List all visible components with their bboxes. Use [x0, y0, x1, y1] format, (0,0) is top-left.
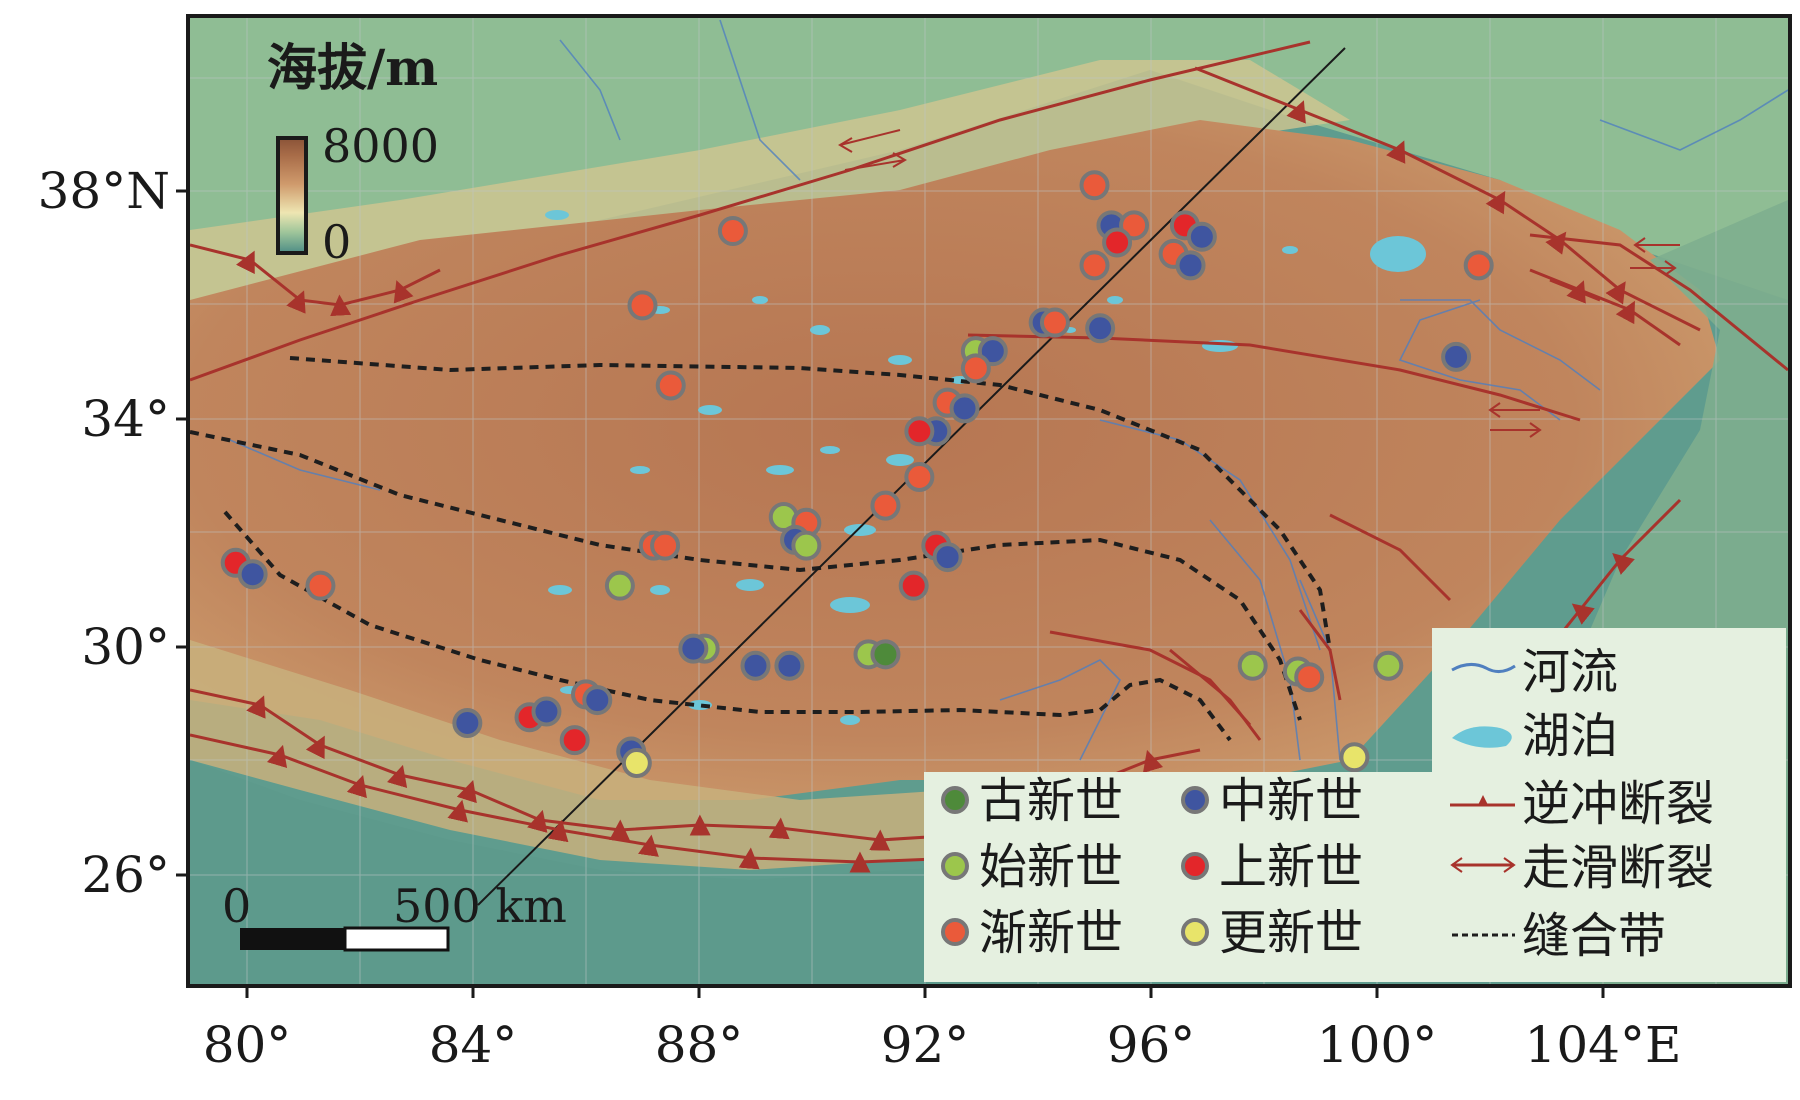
legend-oligocene-label: 渐新世 [979, 905, 1123, 961]
scale-bar: 0 500 km [222, 879, 567, 952]
sample-point-miocene [452, 707, 483, 738]
sample-point-oligocene [627, 290, 658, 321]
sample-point-miocene [1085, 313, 1116, 344]
x-tick-label: 100° [1317, 1016, 1437, 1074]
scale-label-end: 500 km [393, 879, 567, 933]
legend-eocene-label: 始新世 [979, 839, 1123, 895]
sample-point-miocene [932, 542, 963, 573]
sample-point-oligocene [1079, 170, 1110, 201]
northern-basin [190, 18, 1788, 330]
legend-miocene-label: 中新世 [1219, 773, 1363, 829]
y-tick-label: 34° [81, 390, 170, 448]
elevation-max-label: 8000 [322, 119, 439, 173]
y-tick-label: 38°N [38, 162, 170, 220]
sample-point-miocene [774, 650, 805, 681]
legend-pleistocene-marker [1181, 918, 1209, 946]
sample-point-eocene [1237, 650, 1268, 681]
sample-point-pliocene [1102, 227, 1133, 258]
axis-labels: 80° 84° 88° 92° 96° 100° 104°E 38°N 34° 30° 26° [38, 162, 1682, 1074]
legend-paleocene-marker [941, 786, 969, 814]
scale-bar-white [343, 926, 450, 952]
sample-point-oligocene [1463, 250, 1494, 281]
sample-point-pliocene [559, 725, 590, 756]
legend-panel [924, 628, 1786, 982]
sample-point-oligocene [870, 490, 901, 521]
legend-pleistocene-label: 更新世 [1219, 905, 1363, 961]
sample-point-miocene [740, 650, 771, 681]
legend-oligocene-marker [941, 918, 969, 946]
elevation-min-label: 0 [322, 215, 351, 269]
x-tick-label: 92° [881, 1016, 970, 1074]
scale-bar-black [240, 928, 345, 950]
legend-thrust-label: 逆冲断裂 [1522, 776, 1714, 832]
river-symbol [1451, 663, 1516, 673]
legend-eocene-marker [941, 852, 969, 880]
sample-point-pleistocene [1339, 742, 1370, 773]
x-tick-label: 104°E [1525, 1016, 1682, 1074]
sample-points [220, 170, 1494, 778]
suture-zones [190, 356, 1332, 742]
elevation-legend: 海拔/m 8000 0 [267, 38, 439, 269]
x-tick-label: 80° [203, 1016, 292, 1074]
legend-pliocene-marker [1181, 852, 1209, 880]
sample-point-oligocene [1294, 662, 1325, 693]
legend-paleocene-label: 古新世 [979, 773, 1123, 829]
sample-point-eocene [791, 530, 822, 561]
sample-point-pliocene [898, 570, 929, 601]
sample-point-miocene [678, 633, 709, 664]
y-tick-label: 26° [81, 846, 170, 904]
lake-symbol [1452, 726, 1512, 748]
sample-point-miocene [582, 685, 613, 716]
sample-point-pleistocene [621, 748, 652, 778]
sample-point-oligocene [305, 570, 336, 601]
legend-suture-label: 缝合带 [1522, 908, 1666, 964]
sample-point-miocene [1441, 341, 1472, 372]
sample-point-oligocene [1079, 250, 1110, 281]
map-frame [186, 14, 1792, 988]
sample-point-oligocene [904, 462, 935, 492]
sample-point-pliocene [904, 416, 935, 447]
sample-point-eocene [604, 570, 635, 601]
y-tick-label: 30° [81, 618, 170, 676]
sample-point-oligocene [650, 530, 681, 561]
sample-point-miocene [237, 559, 268, 590]
legend-river-label: 河流 [1522, 644, 1618, 700]
sample-point-miocene [1186, 221, 1217, 252]
x-tick-label: 96° [1107, 1016, 1196, 1074]
legend-lake-label: 湖泊 [1522, 708, 1618, 764]
x-tick-label: 88° [655, 1016, 744, 1074]
sample-point-oligocene [960, 353, 991, 384]
sample-point-eocene [1373, 650, 1404, 681]
strike-slip-faults [190, 40, 1788, 741]
sample-point-miocene [531, 696, 562, 727]
sample-point-miocene [949, 393, 980, 424]
sample-point-oligocene [655, 370, 686, 401]
sample-point-paleocene [870, 639, 901, 670]
legend-strike-slip-label: 走滑断裂 [1522, 840, 1714, 896]
x-tick-label: 84° [429, 1016, 518, 1074]
sample-point-oligocene [1039, 307, 1070, 338]
elevation-colorbar [276, 136, 308, 255]
sample-point-miocene [1175, 250, 1206, 281]
elevation-title: 海拔/m [267, 38, 438, 97]
scale-label-start: 0 [222, 879, 251, 933]
sample-point-oligocene [717, 216, 748, 247]
legend-pliocene-label: 上新世 [1219, 839, 1363, 895]
legend-miocene-marker [1181, 786, 1209, 814]
